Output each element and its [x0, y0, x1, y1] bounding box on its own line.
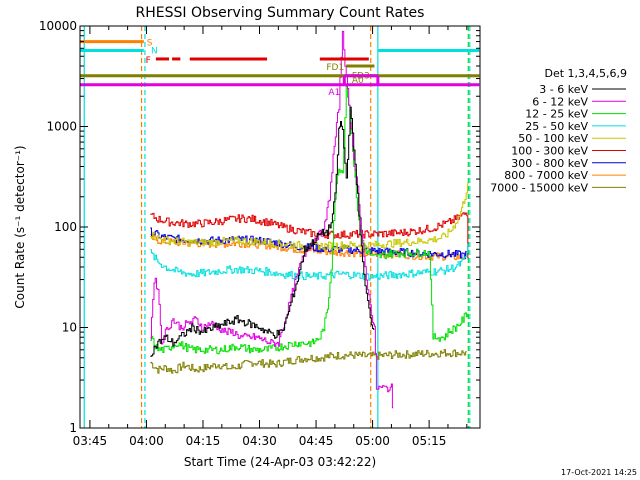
- x-tick-label: 05:15: [412, 434, 447, 448]
- series-line: [150, 30, 394, 409]
- series-layer: [150, 30, 469, 409]
- series-line: [150, 243, 469, 281]
- y-tick-label: 10000: [39, 19, 77, 33]
- x-tick-label: 04:45: [299, 434, 334, 448]
- legend-entry-label: 300 - 800 keV: [511, 157, 588, 170]
- x-tick-label: 04:15: [186, 434, 221, 448]
- series-line: [150, 86, 469, 355]
- legend-entry-label: 6 - 12 keV: [532, 95, 588, 108]
- x-tick-label: 05:00: [355, 434, 390, 448]
- flag-bars: SNFFD1FD3A0A1: [80, 39, 480, 98]
- flag-label: FD1: [326, 63, 344, 73]
- chart-title: RHESSI Observing Summary Count Rates: [136, 5, 425, 21]
- series-line: [150, 212, 469, 259]
- flag-label: A0: [352, 76, 364, 86]
- legend-entry-label: 100 - 300 keV: [511, 145, 588, 158]
- legend-entry-label: 800 - 7000 keV: [504, 169, 588, 182]
- legend-entry-label: 25 - 50 keV: [525, 120, 588, 133]
- y-tick-label: 1000: [46, 120, 77, 134]
- x-axis-label: Start Time (24-Apr-03 03:42:22): [184, 455, 376, 469]
- legend-entry-label: 50 - 100 keV: [518, 132, 588, 145]
- flag-label: F: [146, 56, 151, 66]
- legend-entry-label: 3 - 6 keV: [539, 83, 588, 96]
- flag-label: A1: [328, 88, 340, 98]
- x-tick-label: 04:00: [129, 434, 164, 448]
- legend-entry-label: 7000 - 15000 keV: [490, 181, 588, 194]
- legend-entry-label: 12 - 25 keV: [525, 108, 588, 121]
- series-line: [150, 106, 375, 357]
- y-tick-label: 100: [54, 220, 77, 234]
- flag-label: N: [151, 47, 158, 57]
- x-tick-label: 04:30: [242, 434, 277, 448]
- y-tick-label: 1: [69, 421, 77, 435]
- vertical-lines: [83, 26, 471, 428]
- y-tick-label: 10: [62, 321, 77, 335]
- series-line: [150, 349, 467, 374]
- legend-title: Det 1,3,4,5,6,9: [544, 67, 627, 80]
- axis-ticks: 1 10 100 1000 10000 03:45 04:00 04:15 04:30 04:45…: [39, 19, 480, 448]
- x-tick-label: 03:45: [73, 434, 108, 448]
- footer-timestamp: 17-Oct-2021 14:25: [561, 468, 637, 477]
- flag-label: S: [147, 39, 153, 49]
- y-axis-label: Count Rate (s⁻¹ detector⁻¹): [13, 145, 27, 308]
